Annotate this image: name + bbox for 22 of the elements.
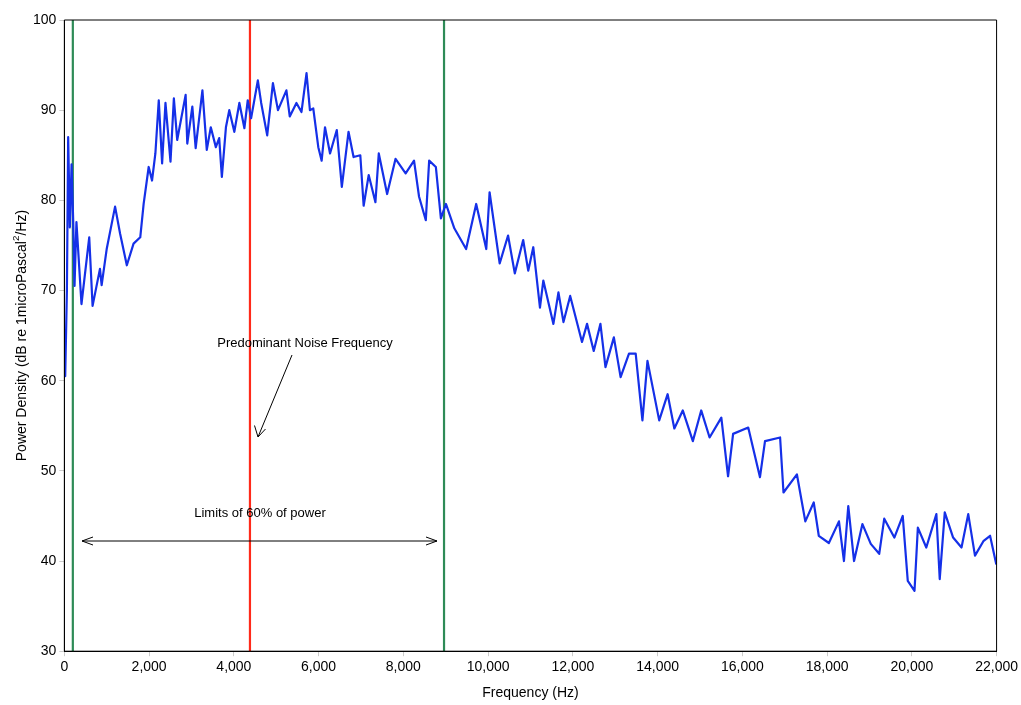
x-axis-title: Frequency (Hz) xyxy=(482,684,579,701)
x-tick-label: 14,000 xyxy=(636,658,680,675)
x-tick-label: 4,000 xyxy=(216,658,252,675)
x-tick-label: 8,000 xyxy=(385,658,422,675)
y-tick-label: 80 xyxy=(40,191,57,208)
x-tick-label: 18,000 xyxy=(805,658,849,675)
y-tick-label: 70 xyxy=(40,281,57,298)
y-tick-label: 90 xyxy=(40,101,57,118)
x-tick-label: 12,000 xyxy=(551,658,595,675)
x-tick-label: 10,000 xyxy=(466,658,510,675)
y-tick-label: 100 xyxy=(33,10,57,27)
y-tick-label: 50 xyxy=(40,461,57,478)
y-axis-title: Power Density (dB re 1microPascal2/Hz) xyxy=(10,209,29,462)
y-tick-label: 40 xyxy=(40,551,57,568)
y-tick-label: 60 xyxy=(40,371,57,388)
x-tick-label: 0 xyxy=(60,658,69,675)
x-tick-label: 20,000 xyxy=(890,658,934,675)
y-tick-label: 30 xyxy=(40,642,57,659)
x-tick-label: 2,000 xyxy=(131,658,167,675)
x-tick-label: 16,000 xyxy=(720,658,764,675)
x-tick-label: 22,000 xyxy=(975,658,1019,675)
x-tick-label: 6,000 xyxy=(301,658,337,675)
